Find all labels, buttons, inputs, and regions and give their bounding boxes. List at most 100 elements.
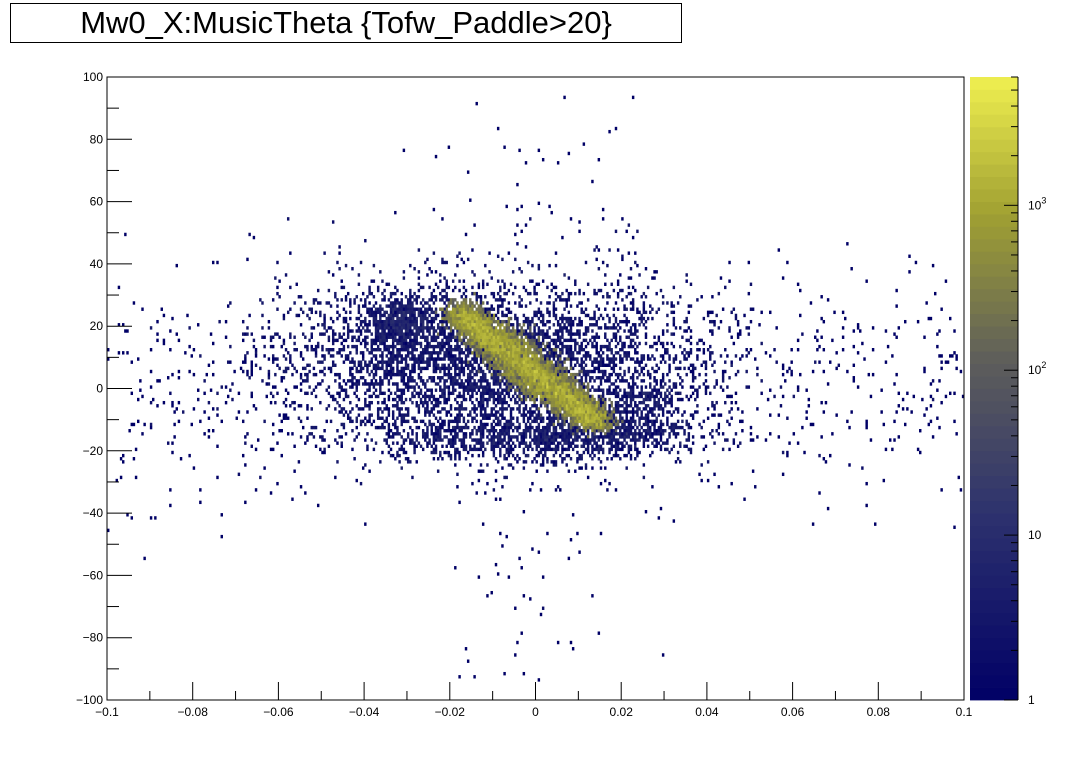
heatmap-cell (721, 376, 725, 380)
heatmap-cell (612, 391, 616, 396)
heatmap-cell (466, 419, 470, 424)
heatmap-cell (672, 429, 676, 433)
heatmap-cell (713, 404, 716, 408)
heatmap-cell (655, 404, 658, 408)
heatmap-cell (601, 435, 605, 439)
heatmap-cell (631, 391, 635, 396)
heatmap-cell (383, 376, 386, 380)
heatmap-cell (501, 329, 504, 333)
heatmap-cell (409, 298, 412, 302)
heatmap-cell (496, 357, 500, 361)
heatmap-cell (355, 388, 358, 392)
heatmap-cell (574, 338, 577, 343)
heatmap-cell (589, 388, 592, 392)
heatmap-cell (376, 400, 380, 405)
heatmap-cell (141, 432, 144, 436)
heatmap-cell (604, 273, 607, 277)
heatmap-cell (340, 335, 343, 339)
heatmap-cell (606, 338, 609, 343)
heatmap-cell (625, 316, 628, 321)
heatmap-cell (728, 410, 731, 414)
heatmap-cell (464, 310, 468, 315)
heatmap-cell (471, 407, 474, 411)
heatmap-cell (640, 391, 643, 396)
heatmap-cell (284, 348, 288, 352)
heatmap-cell (599, 429, 603, 433)
heatmap-cell (906, 391, 909, 396)
heatmap-cell (674, 435, 678, 439)
heatmap-cell (711, 351, 714, 355)
heatmap-cell (409, 369, 412, 374)
heatmap-cell (469, 435, 472, 439)
heatmap-cell (584, 413, 588, 417)
heatmap-cell (481, 522, 485, 526)
heatmap-cell (578, 323, 581, 327)
heatmap-cell (479, 419, 483, 424)
heatmap-cell (796, 282, 800, 287)
heatmap-cell (747, 332, 751, 336)
heatmap-cell (370, 291, 373, 296)
heatmap-cell (267, 369, 271, 374)
heatmap-cell (432, 376, 436, 380)
heatmap-cell (451, 382, 455, 386)
heatmap-cell (550, 372, 553, 377)
heatmap-cell (604, 369, 607, 374)
heatmap-cell (492, 369, 496, 374)
heatmap-cell (443, 363, 446, 367)
heatmap-cell (494, 369, 498, 374)
heatmap-cell (565, 463, 568, 467)
heatmap-cell (374, 348, 378, 352)
heatmap-cell (619, 360, 622, 364)
heatmap-cell (327, 270, 331, 274)
heatmap-cell (629, 267, 633, 271)
heatmap-cell (454, 372, 457, 377)
heatmap-cell (599, 369, 603, 374)
heatmap-cell (366, 404, 369, 408)
heatmap-cell (655, 310, 658, 315)
heatmap-cell (546, 407, 549, 411)
heatmap-cell (616, 295, 620, 299)
heatmap-cell (295, 348, 298, 352)
heatmap-cell (443, 366, 446, 371)
heatmap-cell (387, 410, 391, 414)
heatmap-cell (576, 432, 579, 436)
heatmap-cell (501, 279, 504, 283)
heatmap-cell (535, 416, 538, 420)
heatmap-cell (310, 335, 313, 339)
heatmap-cell (546, 310, 549, 315)
heatmap-cell (559, 394, 562, 399)
heatmap-cell (462, 407, 466, 411)
heatmap-cell (520, 441, 523, 445)
heatmap-cell (696, 354, 699, 358)
heatmap-cell (631, 419, 635, 424)
heatmap-cell (507, 447, 511, 452)
heatmap-cell (610, 438, 613, 442)
heatmap-cell (526, 366, 530, 371)
heatmap-cell (481, 338, 485, 343)
heatmap-cell (683, 354, 686, 358)
heatmap-cell (556, 416, 560, 420)
heatmap-cell (501, 310, 504, 315)
heatmap-cell (409, 329, 412, 333)
heatmap-cell (391, 410, 395, 414)
heatmap-cell (286, 351, 290, 355)
heatmap-cell (539, 319, 543, 324)
heatmap-cell (638, 429, 641, 433)
heatmap-cell (445, 450, 448, 455)
heatmap-cell (432, 397, 436, 402)
heatmap-cell (479, 397, 483, 402)
heatmap-cell (604, 332, 607, 336)
heatmap-cell (901, 407, 905, 411)
heatmap-cell (610, 326, 613, 330)
heatmap-cell (608, 447, 611, 452)
heatmap-cell (299, 295, 303, 299)
heatmap-cell (364, 363, 367, 367)
heatmap-cell (451, 332, 455, 336)
heatmap-cell (539, 429, 543, 433)
heatmap-cell (441, 391, 444, 396)
heatmap-cell (601, 400, 605, 405)
heatmap-cell (346, 394, 350, 399)
heatmap-cell (608, 388, 611, 392)
heatmap-cell (604, 307, 607, 311)
heatmap-cell (520, 400, 523, 405)
